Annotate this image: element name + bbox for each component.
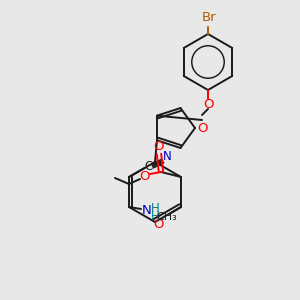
Text: CH₃: CH₃ [157,212,177,222]
Text: O: O [140,169,150,182]
Text: O: O [154,140,164,152]
Text: N: N [163,151,172,164]
Text: H: H [151,211,159,224]
Text: C: C [145,160,153,172]
Text: N: N [142,205,152,218]
Text: O: O [197,122,207,134]
Text: O: O [154,218,164,230]
Text: O: O [203,98,213,110]
Text: Br: Br [202,11,216,24]
Text: H: H [151,202,159,215]
